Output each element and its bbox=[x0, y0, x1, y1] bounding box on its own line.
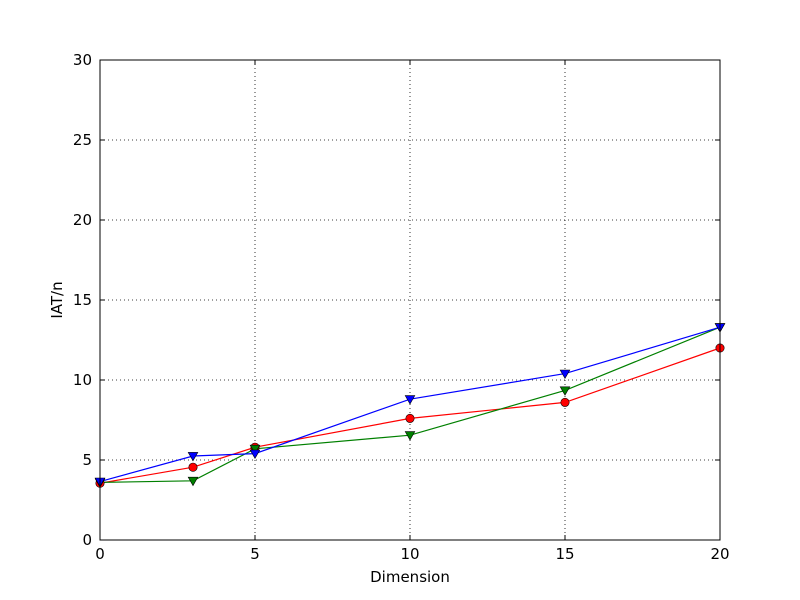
x-tick-label: 15 bbox=[555, 545, 574, 563]
series-1-line bbox=[99, 347, 721, 484]
y-tick-label: 5 bbox=[82, 451, 92, 469]
y-axis-label: IAT/n bbox=[48, 281, 66, 318]
series-3-point bbox=[187, 452, 199, 462]
x-tick-label: 0 bbox=[95, 545, 105, 563]
x-axis-label: Dimension bbox=[370, 568, 450, 586]
x-tick-label: 5 bbox=[250, 545, 260, 563]
series-2-line bbox=[99, 326, 721, 483]
series-2-point bbox=[559, 386, 571, 396]
y-tick-label: 25 bbox=[73, 131, 92, 149]
y-tick-label: 30 bbox=[73, 51, 92, 69]
series-1-point bbox=[188, 462, 198, 472]
x-tick-label: 20 bbox=[710, 545, 729, 563]
series-2-point bbox=[404, 431, 416, 441]
y-tick-label: 15 bbox=[73, 291, 92, 309]
series-2-point bbox=[249, 444, 261, 455]
axis-ticks: 0 5 10 15 20 0 5 10 15 20 25 30 bbox=[73, 51, 730, 563]
series-1-point bbox=[405, 413, 415, 423]
y-tick-label: 10 bbox=[73, 371, 92, 389]
y-tick-label: 20 bbox=[73, 211, 92, 229]
x-tick-label: 10 bbox=[400, 545, 419, 563]
series-1-point bbox=[560, 397, 570, 407]
series-3-point bbox=[404, 395, 416, 405]
series-3-point bbox=[249, 449, 261, 460]
grid bbox=[100, 60, 720, 540]
series-3-line bbox=[99, 326, 721, 483]
series-lines bbox=[99, 326, 721, 484]
series-2-point bbox=[187, 476, 199, 487]
y-tick-label: 0 bbox=[82, 531, 92, 549]
series-3-point bbox=[559, 369, 571, 380]
